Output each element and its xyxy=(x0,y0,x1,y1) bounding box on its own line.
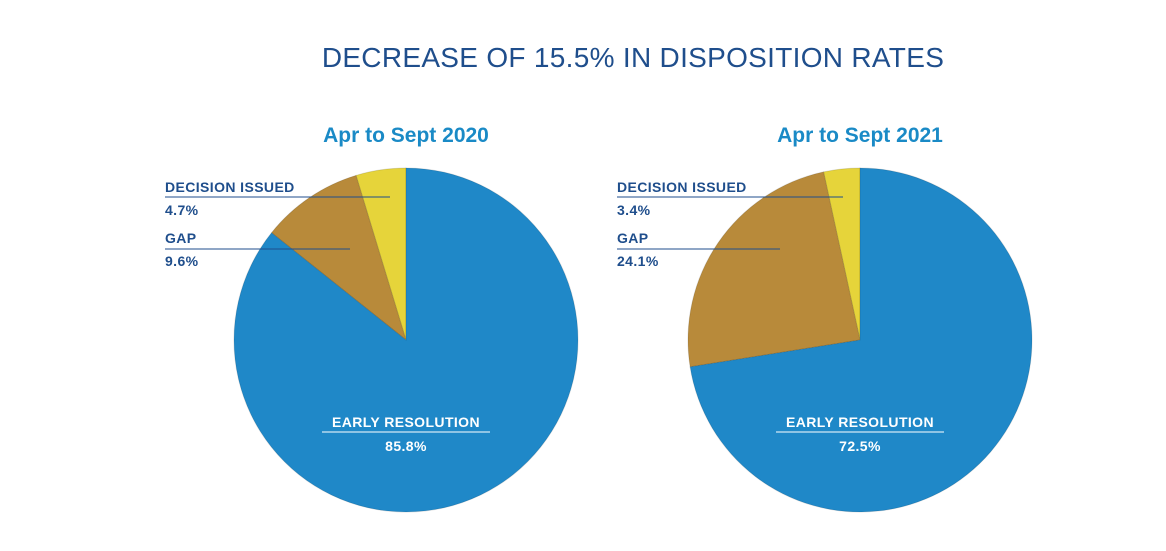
slice-value-gap: 24.1% xyxy=(617,253,659,269)
pie-slice-early-resolution xyxy=(233,167,579,513)
pie-chart-2021: Apr to Sept 2021 DECISION ISSUED 3.4% GAP 24… xyxy=(617,124,1033,513)
pie-slice-decision-issued xyxy=(822,167,861,341)
pie-slice-gap xyxy=(687,171,861,368)
slice-value-early-resolution: 72.5% xyxy=(839,438,881,454)
slice-value-decision-issued: 3.4% xyxy=(617,202,651,218)
page-title: DECREASE OF 15.5% IN DISPOSITION RATES xyxy=(321,42,945,73)
slice-label-early-resolution: EARLY RESOLUTION xyxy=(332,414,480,430)
pie-slice-gap xyxy=(270,174,407,342)
chart-title: Apr to Sept 2021 xyxy=(777,124,943,147)
chart-title: Apr to Sept 2020 xyxy=(323,124,489,147)
pie-slice-decision-issued xyxy=(355,167,407,341)
slice-label-decision-issued: DECISION ISSUED xyxy=(617,179,747,195)
slice-value-decision-issued: 4.7% xyxy=(165,202,199,218)
slice-value-early-resolution: 85.8% xyxy=(385,438,427,454)
slice-label-early-resolution: EARLY RESOLUTION xyxy=(786,414,934,430)
slice-label-gap: GAP xyxy=(617,230,649,246)
slice-label-decision-issued: DECISION ISSUED xyxy=(165,179,295,195)
pie-slice-early-resolution xyxy=(689,167,1033,513)
slice-label-gap: GAP xyxy=(165,230,197,246)
pie-chart-2020: Apr to Sept 2020 DECISION ISSUED 4.7% GAP 9.… xyxy=(165,124,579,513)
slice-value-gap: 9.6% xyxy=(165,253,199,269)
